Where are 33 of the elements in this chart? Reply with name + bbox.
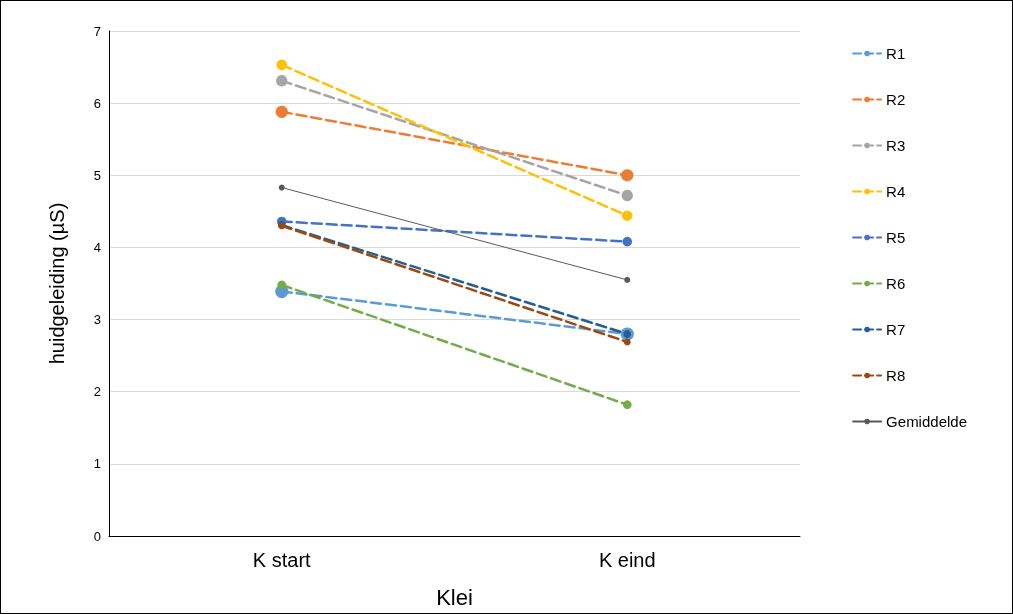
point <box>276 75 288 87</box>
point <box>622 400 632 410</box>
y-tick-label: 7 <box>93 23 101 39</box>
point <box>624 276 631 283</box>
y-tick-label: 6 <box>93 95 101 111</box>
legend-label: R4 <box>886 183 906 200</box>
y-tick-label: 1 <box>93 456 101 472</box>
y-axis-title: huidgeleiding (µS) <box>46 202 68 365</box>
point <box>623 338 631 346</box>
legend-label: R7 <box>886 321 906 338</box>
point <box>278 184 285 191</box>
y-tick-label: 4 <box>93 239 101 255</box>
x-tick-label: K start <box>252 549 312 571</box>
y-tick-label: 2 <box>93 384 101 400</box>
point <box>621 189 633 202</box>
y-tick-label: 5 <box>93 167 101 183</box>
x-axis-title: Klei <box>436 584 473 610</box>
point <box>276 59 287 71</box>
legend-label: R8 <box>886 367 906 384</box>
legend-label: R1 <box>886 45 906 62</box>
point <box>622 210 633 221</box>
point <box>277 280 287 290</box>
legend-label: Gemiddelde <box>886 413 968 430</box>
point <box>622 236 633 247</box>
legend-label: R2 <box>886 91 906 108</box>
point <box>621 169 634 182</box>
legend-label: R3 <box>886 137 906 154</box>
legend-label: R5 <box>886 229 906 246</box>
legend-label: R6 <box>886 275 906 292</box>
y-tick-label: 3 <box>93 312 101 328</box>
x-tick-label: K eind <box>598 549 656 571</box>
y-tick-label: 0 <box>93 528 101 544</box>
point <box>275 105 288 118</box>
